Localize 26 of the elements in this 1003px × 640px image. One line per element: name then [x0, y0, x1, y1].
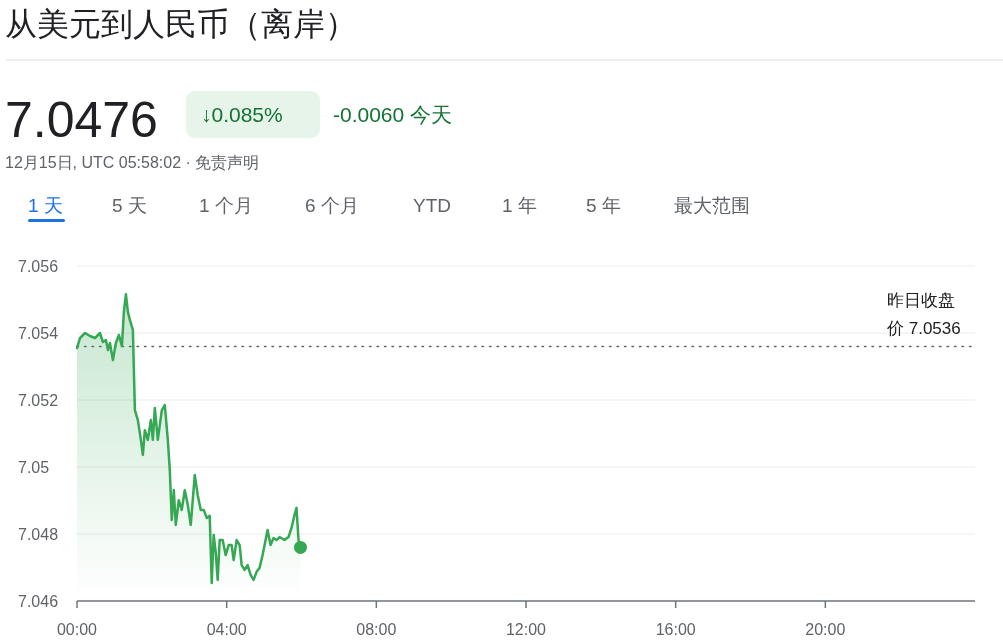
y-tick-label: 7.048: [18, 526, 59, 543]
text: 5 天: [112, 195, 147, 216]
text: 1 个月: [199, 195, 253, 216]
y-tick-label: 7.046: [18, 593, 59, 610]
text: 7.0476: [5, 92, 158, 148]
y-tick-label: 7.056: [18, 258, 59, 275]
x-tick-label: 00:00: [56, 621, 98, 638]
x-tick-label: 20:00: [805, 621, 846, 638]
y-tick-label: 7.054: [18, 325, 59, 342]
x-tick-label: 08:00: [356, 621, 397, 638]
chart-title: 从美元到人民币（离岸）: [5, 6, 357, 42]
text: 1 天: [28, 195, 63, 216]
x-tick-label: 04:00: [206, 621, 247, 638]
x-tick-label: 12:00: [505, 621, 547, 638]
y-tick-label: 7.052: [18, 392, 59, 409]
text: 1 年: [502, 195, 537, 216]
text: 12月15日, UTC 05:58:02 · 免责声明: [5, 154, 260, 171]
text: 最大范围: [674, 195, 750, 216]
y-tick-label: 7.05: [18, 459, 50, 476]
text: 6 个月: [305, 195, 359, 216]
ref-line-label: 昨日收盘价 7.0536: [886, 291, 961, 339]
x-tick-label: 16:00: [655, 621, 696, 638]
text: YTD: [413, 195, 451, 216]
text: -0.0060 今天: [333, 103, 453, 126]
text: ↓0.085%: [201, 103, 283, 126]
text: 5 年: [586, 195, 621, 216]
